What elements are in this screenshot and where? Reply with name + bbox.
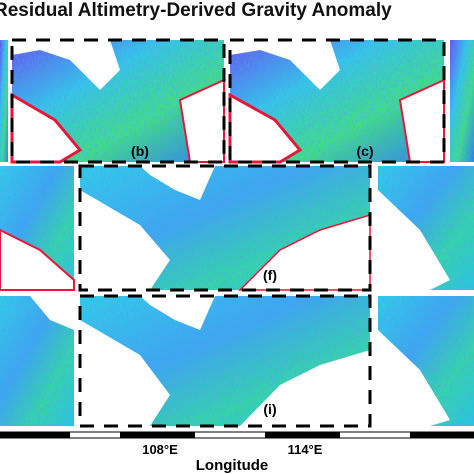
panel-frame [78, 294, 372, 428]
panel-label: (f) [263, 267, 277, 283]
panel-row-2: (f) [0, 164, 474, 292]
panel-label: (i) [263, 401, 276, 417]
land [80, 320, 170, 426]
x-tick-label: 114°E [288, 442, 323, 457]
panel-row-3: (i) [0, 294, 474, 428]
land [140, 166, 215, 200]
land [12, 40, 120, 90]
land [178, 78, 225, 163]
land [378, 330, 450, 426]
panel-frame [228, 38, 446, 164]
land [230, 40, 340, 90]
land [30, 296, 74, 330]
x-axis-label: Longitude [196, 457, 268, 474]
x-axis-bar [0, 431, 474, 439]
panel-row-1: (b) (c) [0, 38, 474, 164]
land [0, 228, 75, 291]
x-tick-label: 108°E [142, 442, 178, 457]
land [80, 190, 170, 290]
land [140, 296, 215, 330]
panel-map [450, 40, 474, 162]
land [240, 350, 370, 426]
panel-label: (b) [131, 143, 149, 159]
panel-map [0, 40, 8, 162]
figure-title: Residual Altimetry-Derived Gravity Anoma… [0, 0, 392, 21]
panel-frame [10, 38, 226, 164]
panel-frame [78, 164, 372, 292]
panel-label: (c) [356, 143, 373, 159]
land [378, 190, 450, 290]
